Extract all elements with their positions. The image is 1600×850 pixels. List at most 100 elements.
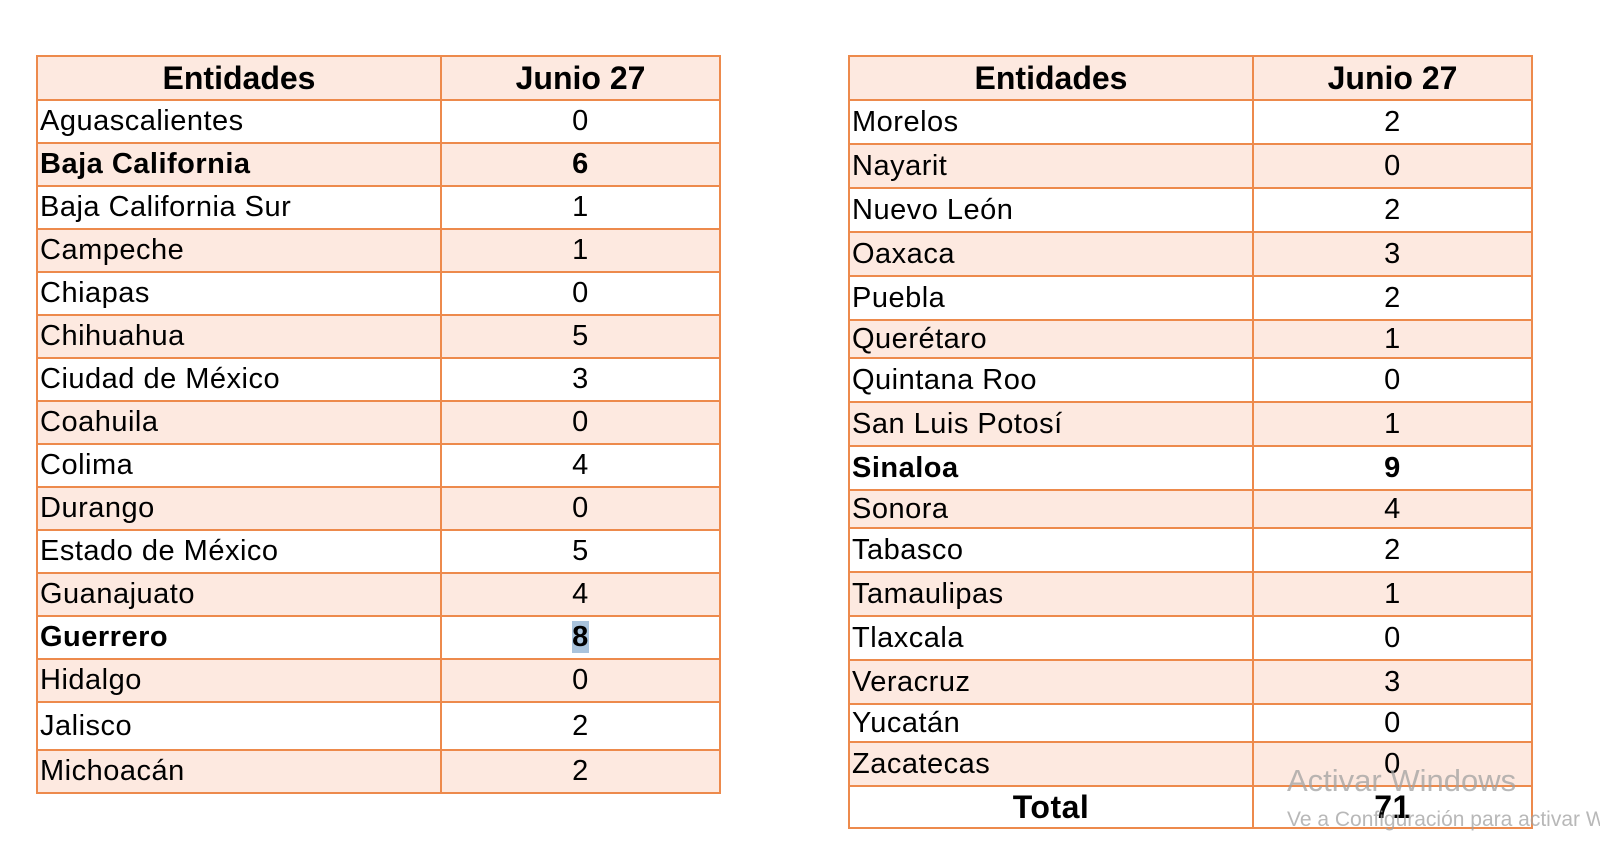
cell-entity[interactable]: Baja California [36, 142, 442, 187]
total-label[interactable]: Total [848, 785, 1254, 829]
cell-value[interactable]: 1 [1252, 319, 1533, 359]
cell-entity[interactable]: Colima [36, 443, 442, 488]
table-row: Guanajuato 4 [36, 572, 721, 617]
table-row: Colima 4 [36, 443, 721, 488]
cell-value[interactable]: 2 [1252, 275, 1533, 321]
cell-entity[interactable]: Coahuila [36, 400, 442, 445]
table-row: Chihuahua 5 [36, 314, 721, 359]
cell-value[interactable]: 2 [1252, 187, 1533, 233]
table-row: Baja California Sur 1 [36, 185, 721, 230]
cell-entity[interactable]: Nuevo León [848, 187, 1254, 233]
header-entidades[interactable]: Entidades [848, 55, 1254, 101]
cell-entity[interactable]: Aguascalientes [36, 99, 442, 144]
cell-value[interactable]: 1 [1252, 571, 1533, 617]
table-row: Nayarit 0 [848, 143, 1533, 189]
cell-value[interactable]: 3 [1252, 659, 1533, 705]
cell-entity[interactable]: Tlaxcala [848, 615, 1254, 661]
table-row: Sinaloa 9 [848, 445, 1533, 491]
cell-entity[interactable]: Oaxaca [848, 231, 1254, 277]
table-row: Nuevo León 2 [848, 187, 1533, 233]
cell-value[interactable]: 4 [440, 572, 721, 617]
table-row: Michoacán 2 [36, 749, 721, 794]
header-entidades[interactable]: Entidades [36, 55, 442, 101]
cell-value[interactable]: 2 [440, 701, 721, 751]
cell-value[interactable]: 5 [440, 314, 721, 359]
cell-entity[interactable]: Querétaro [848, 319, 1254, 359]
cell-value[interactable]: 9 [1252, 445, 1533, 491]
table-row: Sonora 4 [848, 489, 1533, 529]
table-row: Aguascalientes 0 [36, 99, 721, 144]
cell-entity[interactable]: Morelos [848, 99, 1254, 145]
cell-value[interactable]: 0 [1252, 615, 1533, 661]
table-row: Estado de México 5 [36, 529, 721, 574]
header-row: Entidades Junio 27 [36, 55, 721, 101]
cell-value[interactable]: 0 [1252, 143, 1533, 189]
cell-value[interactable]: 2 [1252, 527, 1533, 573]
cell-value[interactable]: 1 [440, 228, 721, 273]
cell-value[interactable]: 2 [1252, 99, 1533, 145]
table-row: Guerrero 8 [36, 615, 721, 660]
cell-entity[interactable]: Guanajuato [36, 572, 442, 617]
table-row: Ciudad de México 3 [36, 357, 721, 402]
total-row: Total 71 [848, 785, 1533, 829]
total-value[interactable]: 71 [1252, 785, 1533, 829]
cell-value[interactable]: 0 [1252, 357, 1533, 403]
cell-value[interactable]: 0 [440, 271, 721, 316]
cell-value[interactable]: 4 [1252, 489, 1533, 529]
cell-entity[interactable]: Zacatecas [848, 741, 1254, 787]
cell-value[interactable]: 1 [440, 185, 721, 230]
cell-value[interactable]: 0 [440, 99, 721, 144]
table-row: Puebla 2 [848, 275, 1533, 321]
cell-value[interactable]: 3 [440, 357, 721, 402]
cell-value[interactable]: 5 [440, 529, 721, 574]
cell-value-selected[interactable]: 8 [440, 615, 721, 660]
cell-entity[interactable]: Hidalgo [36, 658, 442, 703]
cell-value[interactable]: 1 [1252, 401, 1533, 447]
table-row: Hidalgo 0 [36, 658, 721, 703]
cell-entity[interactable]: Durango [36, 486, 442, 531]
header-junio-27[interactable]: Junio 27 [440, 55, 721, 101]
cell-entity[interactable]: Michoacán [36, 749, 442, 794]
cell-entity[interactable]: Puebla [848, 275, 1254, 321]
cell-entity[interactable]: Sonora [848, 489, 1254, 529]
table-row: Tamaulipas 1 [848, 571, 1533, 617]
table-row: Jalisco 2 [36, 701, 721, 751]
table-right: Entidades Junio 27 Morelos 2 Nayarit 0 N… [848, 55, 1533, 829]
cell-entity[interactable]: Baja California Sur [36, 185, 442, 230]
cell-entity[interactable]: Quintana Roo [848, 357, 1254, 403]
table-row: Veracruz 3 [848, 659, 1533, 705]
cell-entity[interactable]: Campeche [36, 228, 442, 273]
cell-value[interactable]: 0 [440, 400, 721, 445]
table-row: Tabasco 2 [848, 527, 1533, 573]
table-row: Campeche 1 [36, 228, 721, 273]
cell-value[interactable]: 0 [440, 486, 721, 531]
cell-value[interactable]: 0 [1252, 741, 1533, 787]
header-junio-27[interactable]: Junio 27 [1252, 55, 1533, 101]
cell-value[interactable]: 3 [1252, 231, 1533, 277]
cell-entity[interactable]: Tabasco [848, 527, 1254, 573]
cell-entity[interactable]: Sinaloa [848, 445, 1254, 491]
cell-value[interactable]: 0 [440, 658, 721, 703]
cell-entity[interactable]: Yucatán [848, 703, 1254, 743]
table-row: Coahuila 0 [36, 400, 721, 445]
cell-value[interactable]: 4 [440, 443, 721, 488]
cell-entity[interactable]: Veracruz [848, 659, 1254, 705]
cell-entity[interactable]: Estado de México [36, 529, 442, 574]
cell-value[interactable]: 2 [440, 749, 721, 794]
cell-value[interactable]: 0 [1252, 703, 1533, 743]
table-row: Durango 0 [36, 486, 721, 531]
cell-entity[interactable]: Chiapas [36, 271, 442, 316]
cell-entity[interactable]: Ciudad de México [36, 357, 442, 402]
cell-entity[interactable]: Nayarit [848, 143, 1254, 189]
cell-entity[interactable]: Chihuahua [36, 314, 442, 359]
cell-value[interactable]: 6 [440, 142, 721, 187]
table-row: Morelos 2 [848, 99, 1533, 145]
selected-text: 8 [572, 621, 589, 653]
cell-entity[interactable]: Tamaulipas [848, 571, 1254, 617]
cell-entity[interactable]: Guerrero [36, 615, 442, 660]
header-row: Entidades Junio 27 [848, 55, 1533, 101]
cell-entity[interactable]: Jalisco [36, 701, 442, 751]
cell-entity[interactable]: San Luis Potosí [848, 401, 1254, 447]
table-row: San Luis Potosí 1 [848, 401, 1533, 447]
